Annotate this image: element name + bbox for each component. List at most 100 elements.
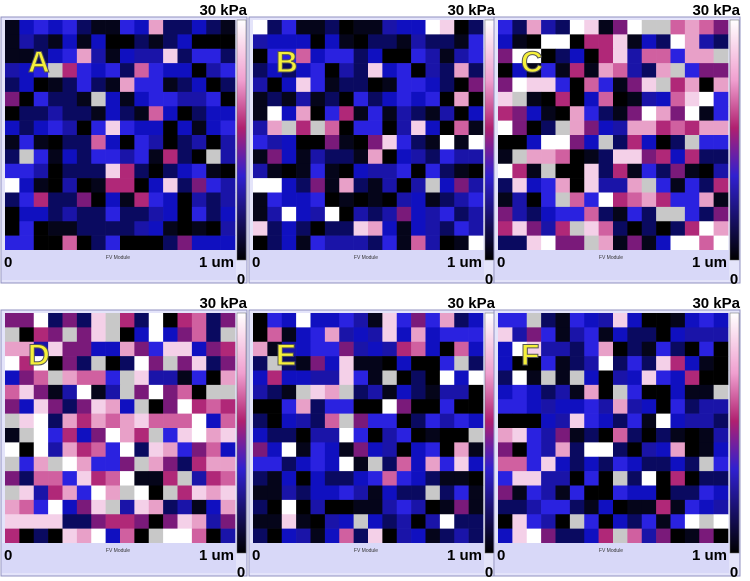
map-cell (206, 149, 221, 165)
map-cell (134, 77, 150, 93)
map-cell (713, 442, 729, 458)
map-cell (526, 356, 542, 371)
map-cell (627, 77, 643, 93)
map-cell (439, 370, 455, 386)
map-cell (177, 356, 193, 371)
map-cell (555, 499, 571, 515)
map-cell (62, 384, 78, 400)
map-cell (148, 313, 164, 328)
map-cell (541, 77, 556, 93)
map-cell (296, 499, 311, 515)
map-cell (396, 120, 412, 136)
map-cell (5, 370, 20, 386)
map-cell (163, 63, 178, 78)
map-cell (468, 499, 484, 515)
map-cell (454, 206, 469, 222)
map-cell (512, 192, 528, 208)
map-cell (253, 235, 268, 251)
map-cell (598, 192, 614, 208)
map-cell (555, 356, 571, 371)
map-cell (454, 485, 469, 501)
scale-min: 0 (237, 564, 245, 581)
map-cell (339, 528, 354, 544)
map-cell (134, 206, 150, 222)
map-cell (296, 384, 311, 400)
map-cell (699, 77, 714, 93)
map-cell (76, 77, 92, 93)
map-cell (253, 456, 268, 472)
map-cell (177, 149, 193, 165)
map-cell (598, 221, 614, 236)
map-cell (498, 370, 513, 386)
map-cell (555, 370, 571, 386)
map-cell (353, 428, 369, 443)
map-cell (425, 178, 441, 193)
map-cell (396, 413, 412, 429)
map-cell (569, 20, 585, 35)
map-cell (33, 20, 49, 35)
map-cell (48, 221, 63, 236)
map-cell (584, 370, 599, 386)
map-cell (48, 471, 63, 486)
map-cell (411, 48, 426, 64)
map-cell (220, 413, 236, 429)
map-cell (105, 384, 121, 400)
map-cell (498, 163, 513, 179)
map-cell (569, 106, 585, 121)
map-cell (382, 192, 398, 208)
map-cell (62, 327, 78, 343)
map-cell (62, 163, 78, 179)
map-cell (91, 413, 106, 429)
map-cell (468, 178, 484, 193)
map-cell (33, 327, 49, 343)
map-cell (670, 235, 686, 251)
map-cell (120, 206, 135, 222)
map-cell (296, 20, 311, 35)
map-cell (163, 413, 178, 429)
map-cell (468, 34, 484, 50)
map-cell (425, 149, 441, 165)
map-cell (468, 471, 484, 486)
map-cell (91, 178, 106, 193)
map-cell (541, 413, 556, 429)
map-cell (627, 63, 643, 78)
map-cell (584, 120, 599, 136)
map-cell (627, 149, 643, 165)
map-cell (569, 341, 585, 357)
map-cell (33, 528, 49, 544)
map-cell (425, 48, 441, 64)
map-cell (76, 341, 92, 357)
map-cell (19, 77, 35, 93)
map-cell (498, 485, 513, 501)
map-cell (627, 106, 643, 121)
map-cell (76, 370, 92, 386)
map-cell (206, 34, 221, 50)
map-cell (498, 106, 513, 121)
map-cell (19, 327, 35, 343)
map-cell (382, 77, 398, 93)
map-cell (310, 192, 326, 208)
map-cell (134, 192, 150, 208)
map-cell (296, 48, 311, 64)
map-cell (339, 77, 354, 93)
map-cell (439, 327, 455, 343)
map-cell (411, 514, 426, 529)
map-cell (91, 456, 106, 472)
map-cell (339, 178, 354, 193)
map-cell (584, 135, 599, 150)
map-cell (555, 442, 571, 458)
map-cell (468, 327, 484, 343)
map-cell (120, 442, 135, 458)
map-cell (498, 120, 513, 136)
map-cell (19, 399, 35, 414)
map-cell (368, 370, 383, 386)
map-cell (498, 313, 513, 328)
map-cell (48, 485, 63, 501)
map-cell (382, 356, 398, 371)
map-cell (177, 370, 193, 386)
map-cell (656, 456, 671, 472)
map-cell (353, 499, 369, 515)
map-cell (339, 499, 354, 515)
map-cell (684, 485, 700, 501)
